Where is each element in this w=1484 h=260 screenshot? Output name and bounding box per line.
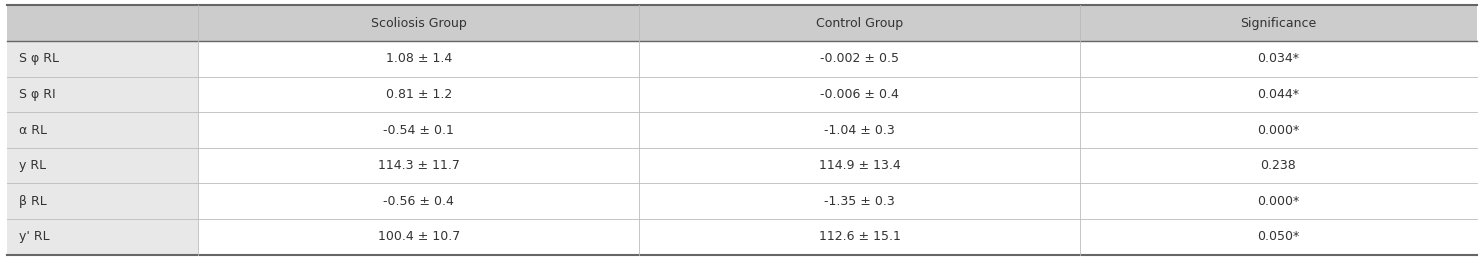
Text: S φ RL: S φ RL	[19, 52, 59, 65]
Text: 112.6 ± 15.1: 112.6 ± 15.1	[819, 230, 901, 243]
Text: 0.81 ± 1.2: 0.81 ± 1.2	[386, 88, 453, 101]
Text: -0.54 ± 0.1: -0.54 ± 0.1	[383, 124, 454, 136]
Text: 114.3 ± 11.7: 114.3 ± 11.7	[378, 159, 460, 172]
Bar	[199, 219, 640, 255]
Text: 100.4 ± 10.7: 100.4 ± 10.7	[377, 230, 460, 243]
Text: -1.04 ± 0.3: -1.04 ± 0.3	[824, 124, 895, 136]
Bar	[640, 112, 1080, 148]
Text: -0.002 ± 0.5: -0.002 ± 0.5	[821, 52, 899, 65]
Bar	[7, 148, 199, 184]
Text: 0.034*: 0.034*	[1257, 52, 1300, 65]
Text: y' RL: y' RL	[19, 230, 50, 243]
Bar	[1080, 219, 1477, 255]
Text: β RL: β RL	[19, 195, 47, 208]
Bar	[199, 5, 640, 41]
Bar	[199, 112, 640, 148]
Bar	[7, 5, 199, 41]
Bar	[640, 76, 1080, 112]
Bar	[1080, 148, 1477, 184]
Bar	[640, 184, 1080, 219]
Bar	[199, 148, 640, 184]
Text: S φ RI: S φ RI	[19, 88, 56, 101]
Bar	[199, 184, 640, 219]
Text: -1.35 ± 0.3: -1.35 ± 0.3	[824, 195, 895, 208]
Text: α RL: α RL	[19, 124, 47, 136]
Bar	[199, 41, 640, 76]
Text: 1.08 ± 1.4: 1.08 ± 1.4	[386, 52, 453, 65]
Text: 0.238: 0.238	[1260, 159, 1296, 172]
Bar	[1080, 5, 1477, 41]
Text: -0.56 ± 0.4: -0.56 ± 0.4	[383, 195, 454, 208]
Text: Significance: Significance	[1241, 17, 1316, 30]
Text: 0.000*: 0.000*	[1257, 195, 1300, 208]
Bar	[199, 76, 640, 112]
Text: 0.000*: 0.000*	[1257, 124, 1300, 136]
Bar	[640, 5, 1080, 41]
Bar	[1080, 184, 1477, 219]
Bar	[640, 148, 1080, 184]
Bar	[640, 41, 1080, 76]
Bar	[7, 112, 199, 148]
Text: Scoliosis Group: Scoliosis Group	[371, 17, 466, 30]
Bar	[7, 219, 199, 255]
Text: 0.050*: 0.050*	[1257, 230, 1300, 243]
Bar	[7, 184, 199, 219]
Bar	[7, 41, 199, 76]
Bar	[1080, 76, 1477, 112]
Bar	[640, 219, 1080, 255]
Text: -0.006 ± 0.4: -0.006 ± 0.4	[821, 88, 899, 101]
Text: 0.044*: 0.044*	[1257, 88, 1300, 101]
Text: y RL: y RL	[19, 159, 46, 172]
Bar	[7, 76, 199, 112]
Text: 114.9 ± 13.4: 114.9 ± 13.4	[819, 159, 901, 172]
Bar	[1080, 41, 1477, 76]
Bar	[1080, 112, 1477, 148]
Text: Control Group: Control Group	[816, 17, 904, 30]
